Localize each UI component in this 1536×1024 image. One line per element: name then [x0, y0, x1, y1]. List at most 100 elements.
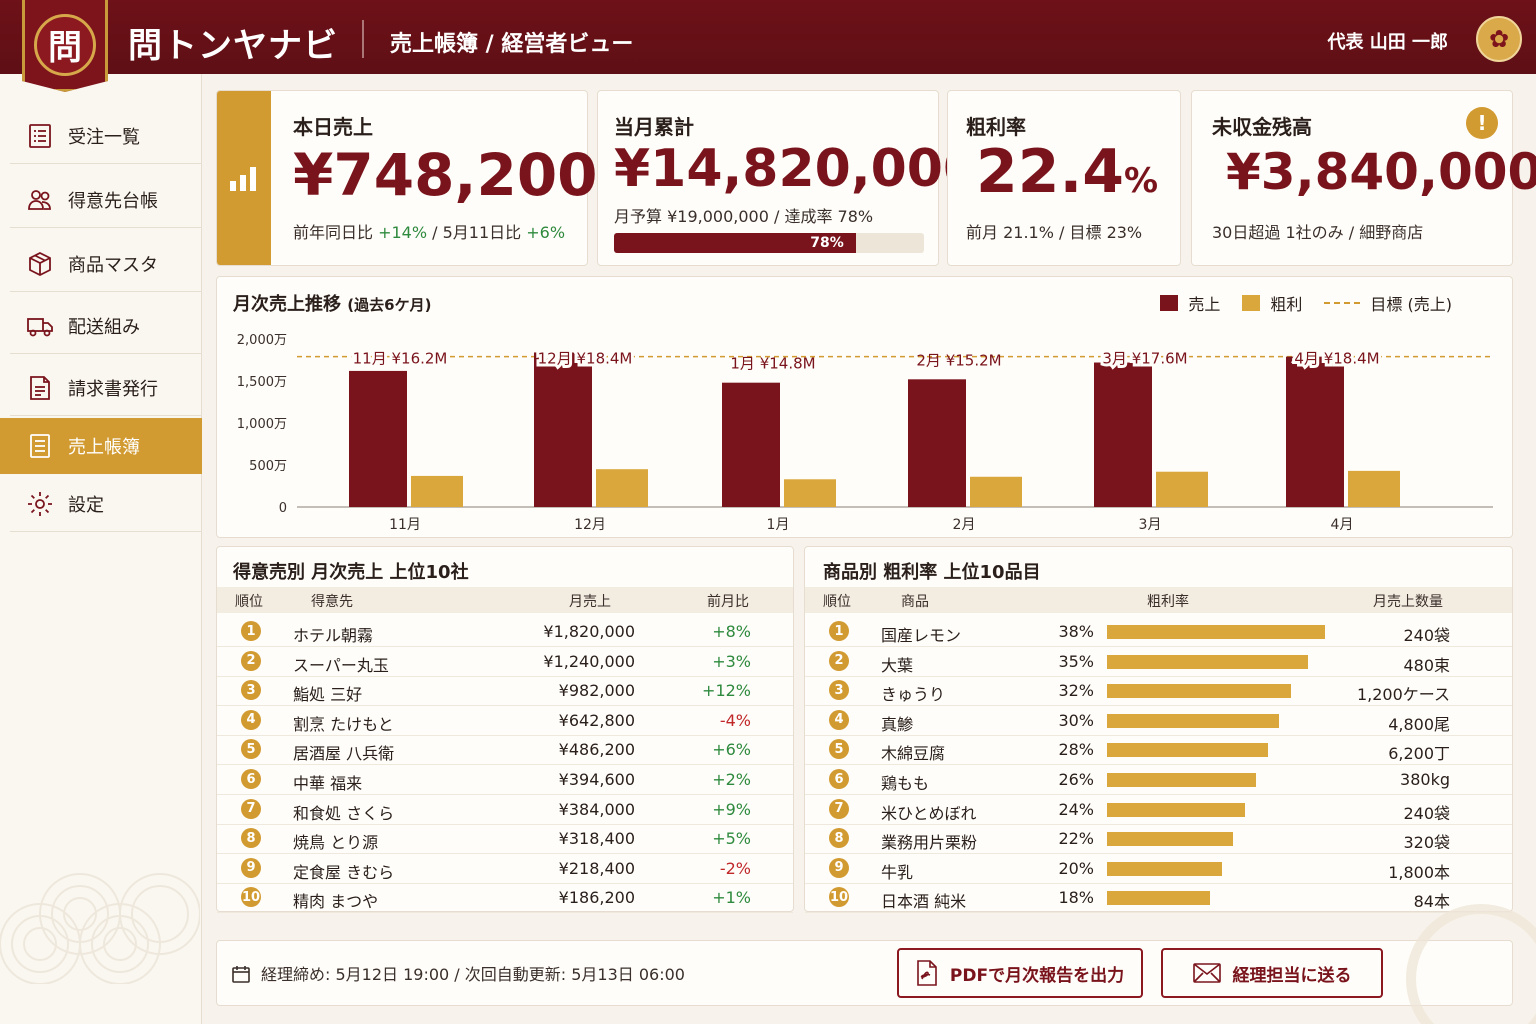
rank-badge: 8	[829, 828, 849, 849]
rank-badge: 5	[241, 739, 261, 760]
customer-mom: +12%	[702, 681, 751, 701]
margin-bar	[1107, 773, 1257, 787]
x-tick-label: 11月	[389, 517, 421, 533]
margin-bar	[1107, 861, 1222, 876]
table-row[interactable]: 3 鮨処 三好 ¥982,000 +12%	[217, 676, 793, 707]
table-row[interactable]: 6 中華 福来 ¥394,600 +2%	[217, 765, 793, 795]
user-name[interactable]: 代表 山田 一郎	[1327, 32, 1448, 53]
header-sales[interactable]: 月売上	[569, 594, 611, 610]
customer-name: 鮨処 三好	[293, 685, 363, 705]
product-margin: 24%	[1058, 799, 1094, 819]
table-row[interactable]: 6 鶏もも 26% 380kg	[805, 765, 1512, 795]
profit-bar	[1348, 470, 1400, 507]
sidebar-item-delivery[interactable]: 配送組み	[10, 298, 202, 354]
product-margin: 28%	[1058, 740, 1094, 760]
rank-badge: 1	[241, 621, 261, 641]
budget-progress-bar: 78%	[614, 233, 924, 253]
sidebar-item-label: 売上帳簿	[68, 437, 140, 458]
x-tick-label: 1月	[767, 517, 790, 533]
sidebar-item-label: 受注一覧	[68, 126, 140, 148]
export-pdf-button[interactable]: PDFで月次報告を出力	[897, 948, 1143, 998]
header-mom[interactable]: 前月比	[707, 594, 749, 610]
customer-mom: +1%	[712, 888, 751, 908]
header-product[interactable]: 商品	[901, 594, 929, 610]
table-row[interactable]: 9 定食屋 きむら ¥218,400 -2%	[217, 854, 793, 884]
product-name: 業務用片栗粉	[881, 833, 978, 853]
customer-name: 割烹 たけもと	[293, 714, 394, 734]
send-to-accounting-button[interactable]: 経理担当に送る	[1161, 948, 1383, 998]
kpi-value: ¥3,840,000	[1226, 143, 1536, 201]
alert-icon[interactable]: !	[1466, 107, 1498, 139]
header-margin[interactable]: 粗利率	[1147, 594, 1189, 610]
header-rank: 順位	[823, 594, 851, 610]
kpi-today-sales[interactable]: 本日売上 ¥748,200 前年同日比 +14% / 5月11日比 +6%	[216, 90, 598, 266]
table-row[interactable]: 10 精肉 まつや ¥186,200 +1%	[217, 883, 793, 914]
kpi-label: 当月累計	[614, 115, 694, 139]
table-row[interactable]: 10 日本酒 純米 18% 84本	[805, 883, 1512, 914]
header-quantity[interactable]: 月売上数量	[1373, 594, 1443, 610]
product-quantity: 6,200丁	[1388, 744, 1450, 764]
customer-sales: ¥1,820,000	[543, 622, 635, 641]
product-name: 日本酒 純米	[881, 892, 967, 912]
table-row[interactable]: 9 牛乳 20% 1,800本	[805, 854, 1512, 884]
truck-icon	[26, 312, 54, 340]
table-row[interactable]: 8 業務用片栗粉 22% 320袋	[805, 824, 1512, 855]
table-row[interactable]: 7 和食処 さくら ¥384,000 +9%	[217, 795, 793, 825]
table-row[interactable]: 1 ホテル朝霧 ¥1,820,000 +8%	[217, 617, 793, 647]
kpi-label: 本日売上	[293, 115, 373, 139]
table-row[interactable]: 2 大葉 35% 480束	[805, 647, 1512, 677]
profit-bar	[970, 476, 1022, 507]
product-name: 大葉	[881, 655, 914, 675]
table-row[interactable]: 8 焼鳥 とり源 ¥318,400 +5%	[217, 824, 793, 855]
monthly-sales-chart-card: 月次売上推移 (過去6ケ月) 売上 粗利 目標 (売上) 0 500万 1,000万…	[216, 276, 1513, 538]
table-row[interactable]: 4 割烹 たけもと ¥642,800 -4%	[217, 706, 793, 736]
sidebar-item-label: 商品マスタ	[68, 254, 158, 276]
profit-bar	[1156, 471, 1208, 507]
table-header: 順位 商品 粗利率 月売上数量	[805, 587, 1512, 613]
seigaiha-pattern	[0, 873, 200, 984]
kpi-gross-margin[interactable]: 粗利率 22.4% 前月 21.1% / 目標 23%	[947, 90, 1181, 266]
customer-name: 居酒屋 八兵衛	[293, 744, 395, 764]
sidebar-item-customers[interactable]: 得意先台帳	[10, 172, 202, 228]
chart-legend: 売上 粗利 目標 (売上)	[1160, 291, 1452, 315]
customer-sales: ¥982,000	[558, 681, 635, 701]
kpi-subtext: 前月 21.1% / 目標 23%	[966, 223, 1143, 242]
table-row[interactable]: 5 居酒屋 八兵衛 ¥486,200 +6%	[217, 735, 793, 766]
kpi-month-total[interactable]: 当月累計 ¥14,820,000 月予算 ¥19,000,000 / 達成率 7…	[597, 90, 979, 266]
chart-title-note: (過去6ケ月)	[347, 296, 432, 314]
sidebar-item-settings[interactable]: 設定	[10, 476, 202, 532]
margin-bar	[1107, 654, 1308, 669]
progress-fill: 78%	[614, 233, 856, 253]
product-margin: 38%	[1058, 622, 1094, 641]
gear-icon	[26, 490, 54, 518]
product-quantity: 1,200ケース	[1356, 685, 1450, 705]
customer-name: 中華 福来	[293, 774, 363, 793]
product-name: 鶏もも	[881, 774, 930, 793]
order-list-icon	[26, 122, 54, 150]
table-row[interactable]: 7 米ひとめぼれ 24% 240袋	[805, 795, 1512, 825]
rank-badge: 8	[241, 828, 261, 849]
sales-bar	[1286, 356, 1344, 507]
kpi-receivables[interactable]: 未収金残高 ! ¥3,840,000 30日超過 1社のみ / 細野商店	[1191, 90, 1536, 266]
customer-sales: ¥318,400	[558, 829, 635, 849]
table-row[interactable]: 5 木綿豆腐 28% 6,200丁	[805, 735, 1512, 766]
margin-bar	[1107, 625, 1325, 639]
kamon-icon[interactable]: ✿	[1476, 16, 1522, 62]
table-row[interactable]: 3 きゅうり 32% 1,200ケース	[805, 676, 1512, 707]
table-row[interactable]: 1 国産レモン 38% 240袋	[805, 617, 1512, 647]
sidebar-item-orders[interactable]: 受注一覧	[10, 108, 202, 164]
kpi-value: 22.4%	[976, 137, 1159, 207]
logo-badge[interactable]: 問	[22, 0, 108, 92]
dod-change: +6%	[526, 223, 566, 242]
header-customer[interactable]: 得意先	[311, 594, 353, 610]
margin-bar	[1107, 743, 1268, 758]
logo-icon: 問	[34, 13, 96, 76]
table-row[interactable]: 4 真鯵 30% 4,800尾	[805, 706, 1512, 736]
sidebar-item-ledger[interactable]: 売上帳簿	[0, 418, 202, 474]
margin-bar	[1107, 891, 1211, 906]
table-row[interactable]: 2 スーパー丸玉 ¥1,240,000 +3%	[217, 647, 793, 677]
rank-badge: 9	[241, 857, 261, 878]
sales-bar	[1094, 362, 1152, 507]
sidebar-item-products[interactable]: 商品マスタ	[10, 236, 202, 292]
sidebar-item-invoices[interactable]: 請求書発行	[10, 360, 202, 416]
